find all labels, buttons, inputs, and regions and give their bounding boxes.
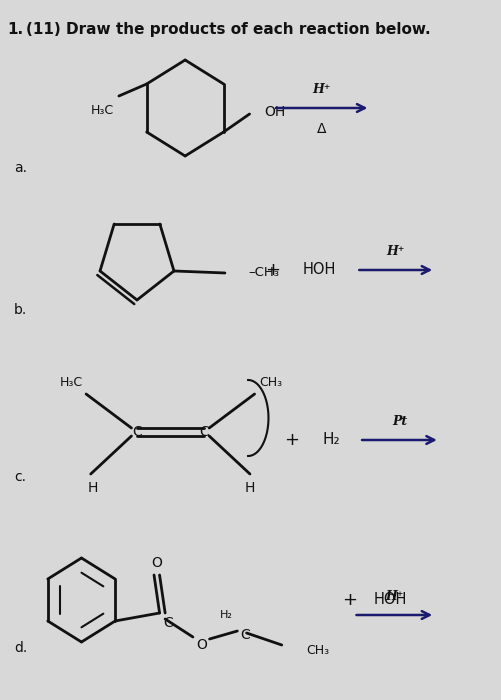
Text: c.: c. (14, 470, 26, 484)
Text: H₂: H₂ (322, 433, 340, 447)
Text: C: C (198, 425, 208, 439)
Text: H₂: H₂ (219, 610, 232, 620)
Text: Δ: Δ (316, 122, 326, 136)
Text: b.: b. (14, 303, 27, 317)
Text: CH₃: CH₃ (305, 645, 328, 657)
Text: O: O (196, 638, 207, 652)
Text: OH: OH (264, 105, 285, 119)
Text: (11) Draw the products of each reaction below.: (11) Draw the products of each reaction … (26, 22, 430, 37)
Text: H: H (244, 481, 255, 495)
Text: +: + (342, 591, 357, 609)
Text: O: O (151, 556, 162, 570)
Text: H⁺: H⁺ (386, 245, 404, 258)
Text: H₃C: H₃C (60, 375, 83, 389)
Text: HOH: HOH (373, 592, 406, 608)
Text: d.: d. (14, 641, 27, 655)
Text: 1.: 1. (8, 22, 24, 37)
Text: +: + (265, 261, 280, 279)
Text: C: C (132, 425, 142, 439)
Text: H⁺: H⁺ (312, 83, 330, 96)
Text: C: C (239, 628, 249, 642)
Text: +: + (284, 431, 299, 449)
Text: H: H (87, 481, 98, 495)
Text: –CH₃: –CH₃ (247, 267, 279, 279)
Text: H⁺: H⁺ (384, 590, 403, 603)
Text: HOH: HOH (302, 262, 335, 277)
Text: C: C (163, 616, 173, 630)
Text: CH₃: CH₃ (259, 375, 282, 389)
Text: a.: a. (14, 161, 27, 175)
Text: H₃C: H₃C (91, 104, 114, 116)
Text: Pt: Pt (391, 415, 406, 428)
